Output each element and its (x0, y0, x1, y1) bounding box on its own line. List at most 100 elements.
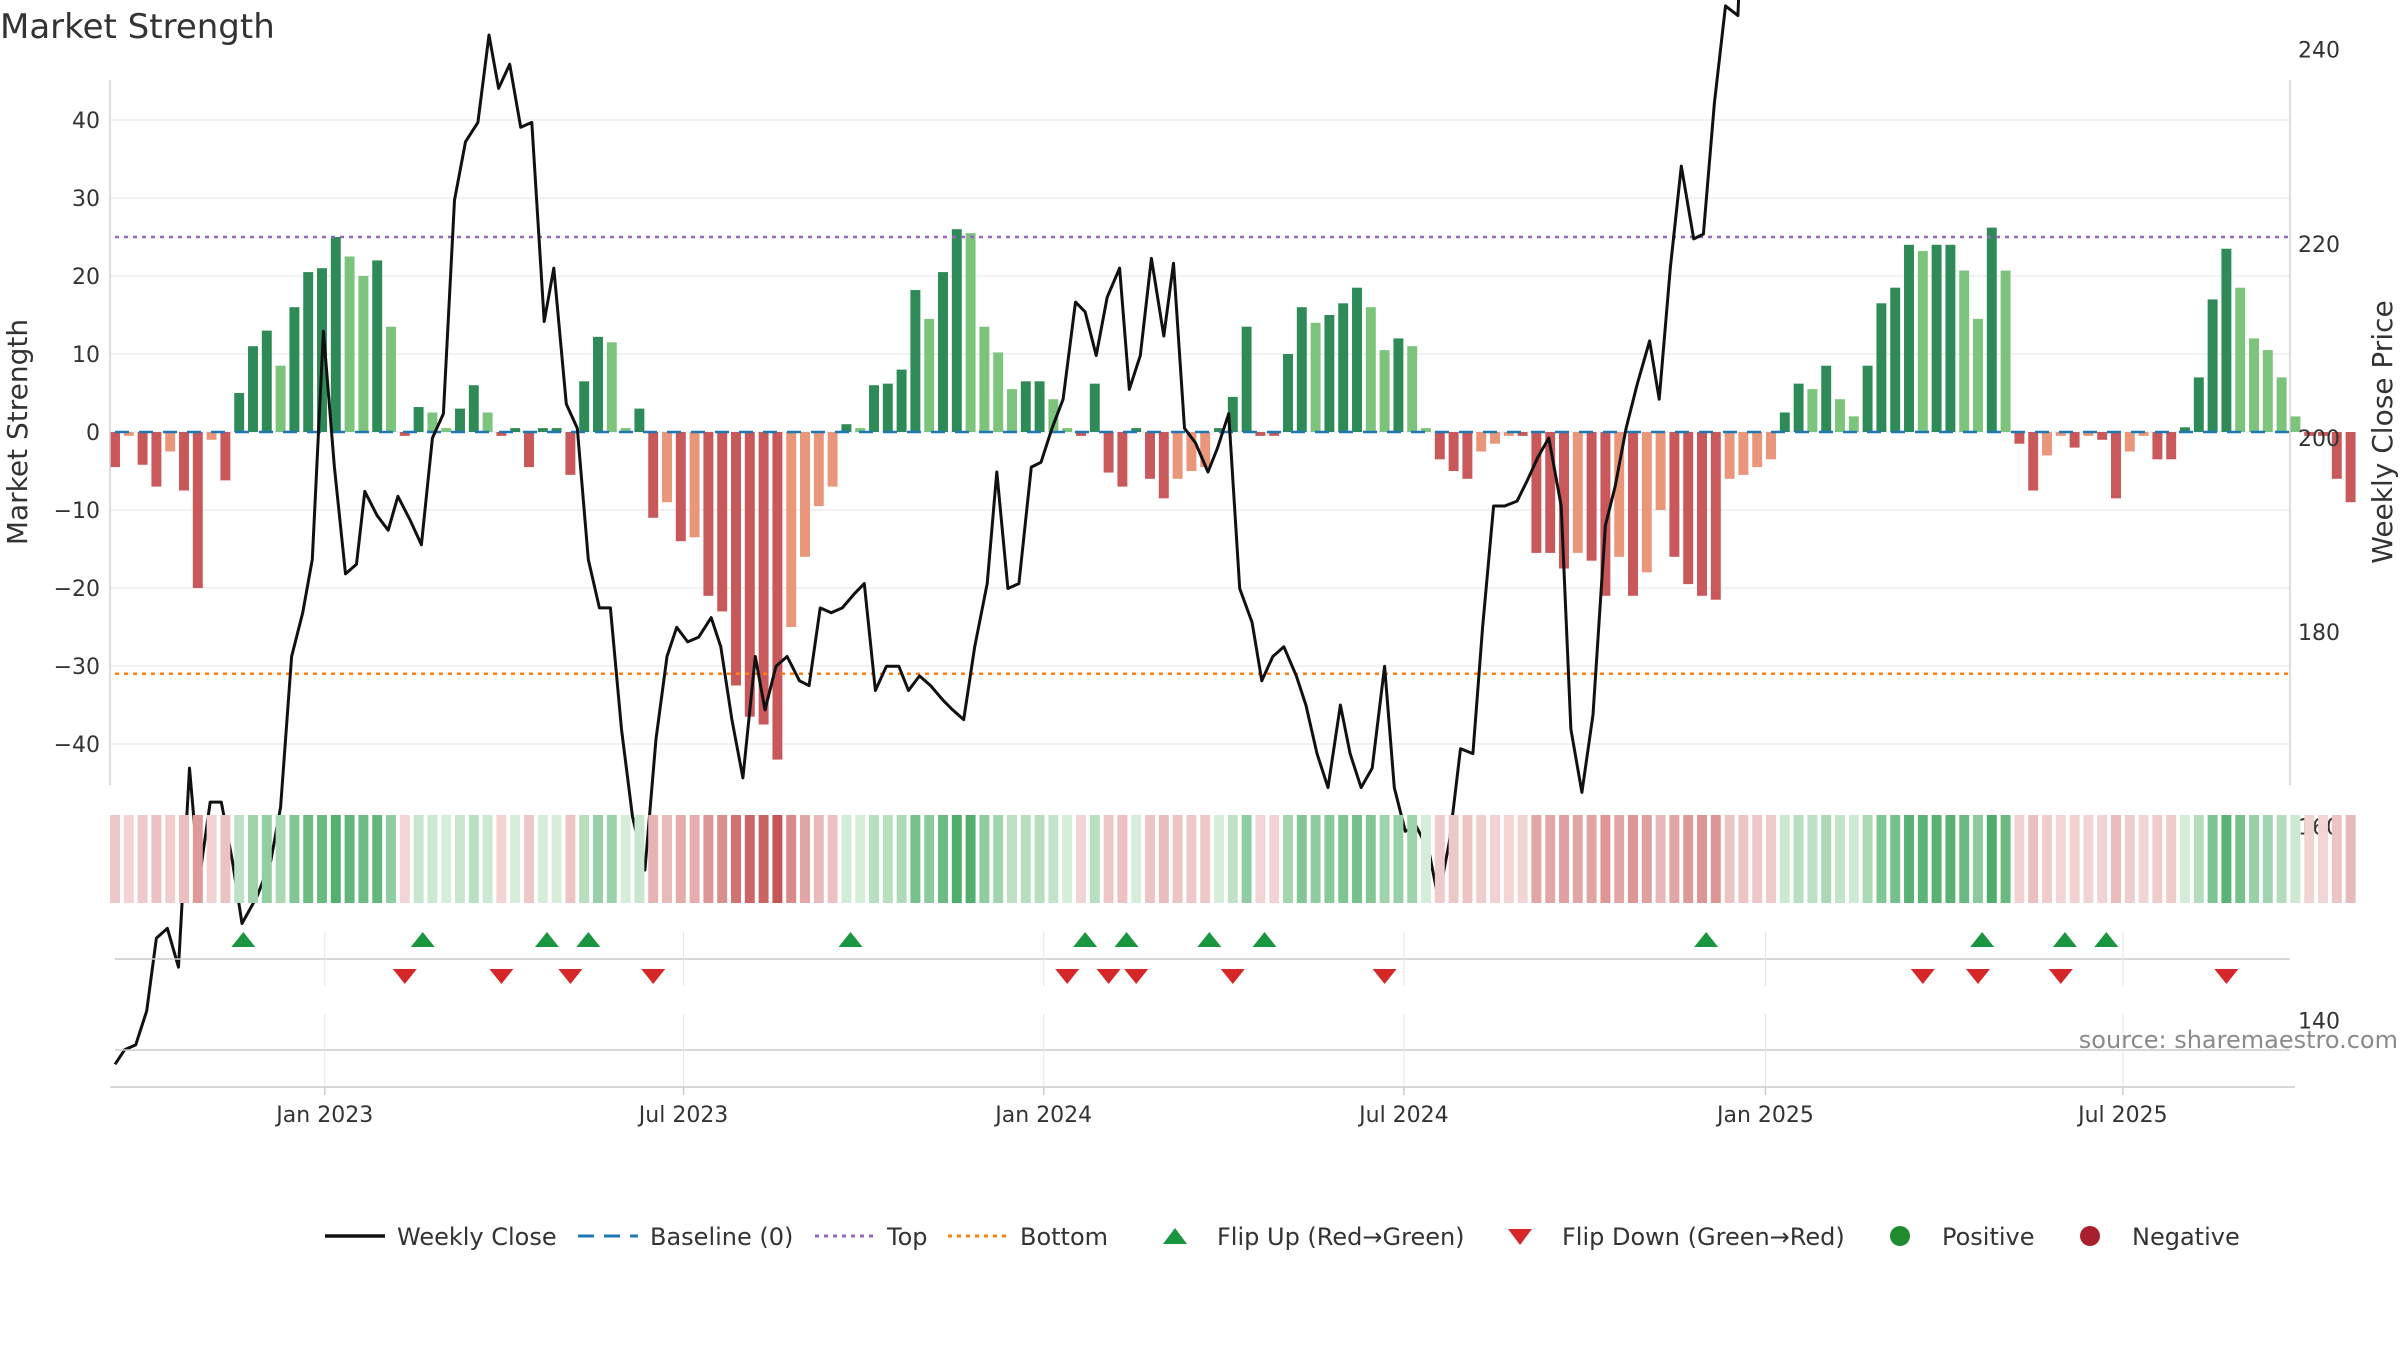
strip-cell (179, 815, 189, 903)
strip-cell (1959, 815, 1970, 903)
strength-bar (910, 290, 921, 432)
strip-cell (1172, 815, 1183, 903)
strip-cell (1545, 815, 1556, 903)
strength-bar (579, 381, 590, 432)
flip-up-marker (838, 932, 863, 947)
strip-cell (579, 815, 590, 903)
x-tick-label: Jan 2024 (993, 1103, 1092, 1128)
strength-bar (137, 432, 148, 465)
y2-tick-label: 220 (2298, 233, 2340, 258)
strip-cell (413, 815, 424, 903)
strip-cell (1310, 815, 1321, 903)
strip-cell (1352, 815, 1362, 903)
strength-bar (1269, 432, 1280, 436)
x-tick-label: Jan 2023 (274, 1103, 373, 1128)
strength-bar (179, 432, 189, 491)
strength-bar (924, 318, 935, 432)
strength-bar (1945, 244, 1956, 432)
strip-cell (2152, 815, 2163, 903)
strip-cell (772, 815, 783, 903)
strength-bar (2014, 432, 2025, 444)
strength-bar (1338, 303, 1349, 432)
strip-cell (1214, 815, 1224, 903)
strength-bar (1876, 303, 1887, 432)
x-tick-label: Jul 2024 (1357, 1103, 1449, 1128)
strip-cell (2180, 815, 2190, 903)
strength-bar (1628, 432, 1638, 596)
strip-cell (1628, 815, 1638, 903)
legend-item-flip_up: Flip Up (Red→Green) (1163, 1223, 1465, 1251)
strip-cell (1848, 815, 1859, 903)
strip-cell (1393, 815, 1404, 903)
strength-bar (1683, 432, 1694, 585)
strip-cell (2069, 815, 2080, 903)
strength-bar (2249, 338, 2259, 432)
strength-bar (1890, 287, 1901, 432)
strength-bar (1793, 383, 1804, 432)
strength-bar (248, 346, 258, 432)
x-tick-label: Jan 2025 (1715, 1103, 1814, 1128)
strength-bar (2124, 432, 2135, 452)
strip-cell (1020, 815, 1031, 903)
strip-cell (1407, 815, 1418, 903)
strip-cell (620, 815, 631, 903)
legend-label: Bottom (1020, 1223, 1108, 1251)
strip-cell (1158, 815, 1169, 903)
legend: Weekly Close Baseline (0) Top Bottom Flip Up… (325, 1223, 2240, 1251)
strength-bar (993, 352, 1004, 432)
strip-cell (979, 815, 990, 903)
y-tick-label: 0 (86, 421, 100, 446)
strength-bar (979, 326, 990, 432)
strip-cell (330, 815, 341, 903)
strength-bar (1283, 354, 1293, 432)
strength-bar (1986, 227, 1997, 432)
strength-bar (2276, 377, 2287, 432)
strip-cell (1103, 815, 1114, 903)
strip-cell (1862, 815, 1873, 903)
strength-bar (648, 432, 659, 518)
strength-bar (2345, 432, 2356, 503)
strength-bar (593, 336, 603, 432)
strip-cell (2207, 815, 2218, 903)
flip-up-marker (1970, 932, 1995, 947)
flip-down-marker (1966, 969, 1990, 984)
strength-bar (800, 432, 810, 557)
chart-title: Market Strength (0, 7, 275, 47)
legend-item-close: Weekly Close (325, 1223, 557, 1251)
strength-bar (1365, 307, 1376, 432)
flip-down-marker (1910, 969, 1935, 984)
legend-swatch (1890, 1226, 1910, 1246)
strip-cell (317, 815, 327, 903)
x-tick-label: Jul 2023 (637, 1103, 729, 1128)
strip-cell (2124, 815, 2135, 903)
strength-bar (2000, 270, 2011, 432)
strip-cell (2262, 815, 2273, 903)
strip-cell (1738, 815, 1749, 903)
flip-down-marker (2048, 969, 2073, 984)
strength-bar (386, 326, 396, 432)
strip-cell (496, 815, 507, 903)
strip-cell (1062, 815, 1073, 903)
strength-bar (2152, 432, 2163, 460)
flip-down-marker (392, 969, 417, 984)
strip-cell (524, 815, 534, 903)
strip-cell (662, 815, 672, 903)
strip-cell (1904, 815, 1914, 903)
strip-cell (1324, 815, 1335, 903)
strength-bar (855, 428, 866, 432)
strength-bar (1407, 346, 1418, 432)
strength-bar (1586, 432, 1597, 561)
strength-bar (399, 432, 410, 436)
strip-cell (1048, 815, 1059, 903)
y2-tick-label: 180 (2298, 621, 2340, 646)
strip-cell (2111, 815, 2121, 903)
strength-bar (1710, 432, 1721, 600)
y-tick-label: 40 (72, 109, 100, 134)
strength-bar (2069, 432, 2080, 448)
strip-cell (758, 815, 769, 903)
strip-cell (1490, 815, 1500, 903)
strip-cell (468, 815, 479, 903)
strip-cell (2097, 815, 2108, 903)
legend-item-flip_down: Flip Down (Green→Red) (1508, 1223, 1845, 1251)
strip-cell (1531, 815, 1542, 903)
